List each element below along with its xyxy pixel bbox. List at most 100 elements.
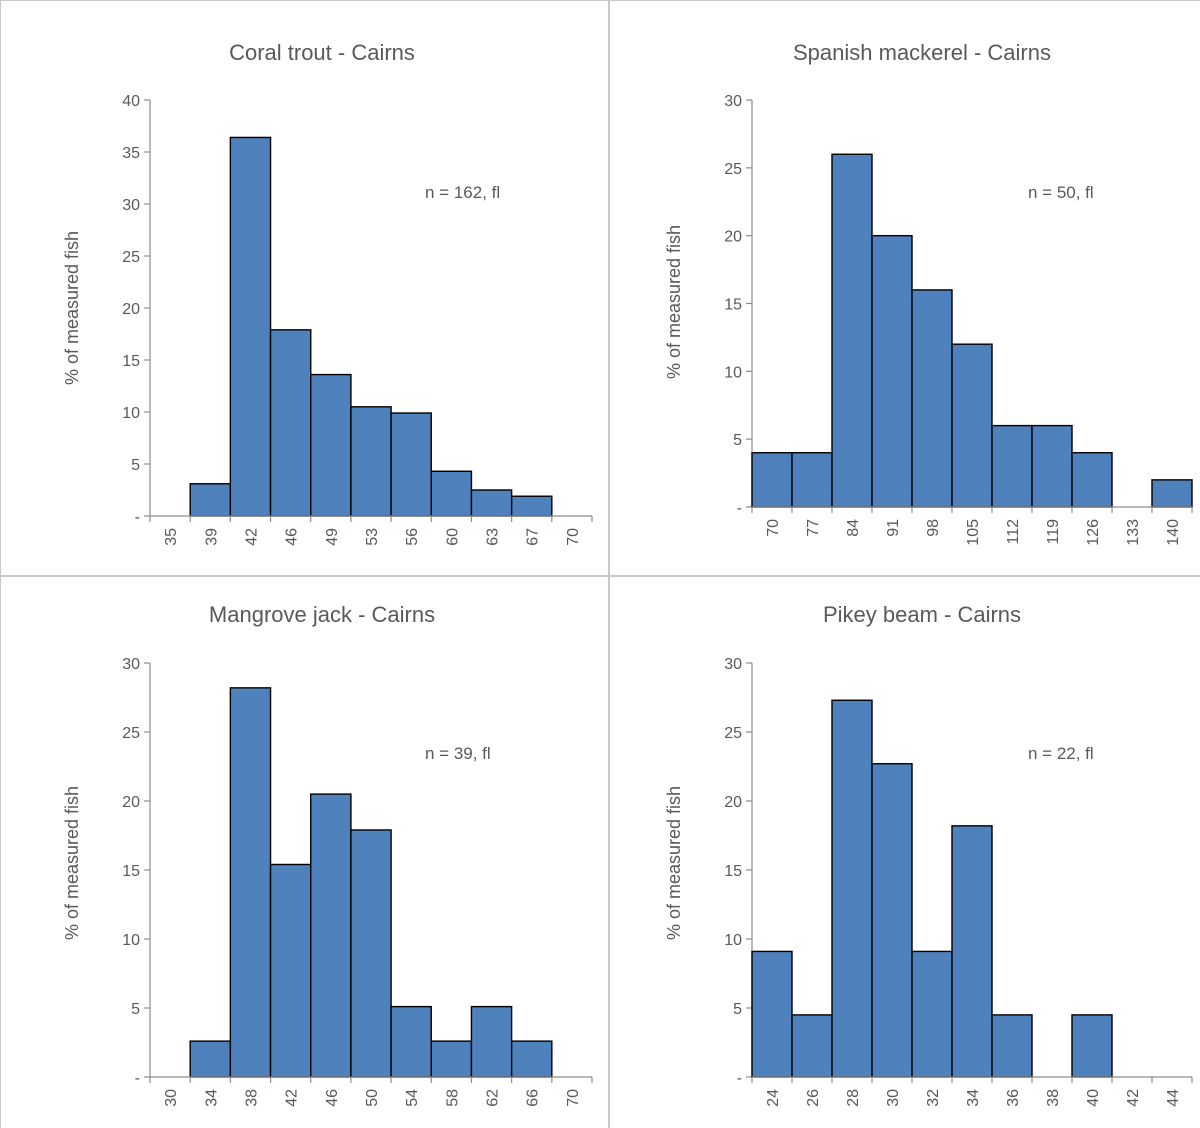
chart-svg: Mangrove jack - Cairns % of measured fis… [62, 602, 593, 1107]
bar-49 [310, 373, 352, 517]
y-tick-label: 25 [724, 725, 742, 742]
y-tick-label: 30 [724, 656, 742, 673]
bar-140 [1151, 479, 1193, 508]
bar-46 [310, 793, 352, 1078]
bar-56 [390, 412, 432, 517]
x-tick-label: 105 [965, 519, 982, 546]
y-tick-label: 30 [724, 93, 742, 110]
x-tick-label: 38 [1045, 1089, 1062, 1107]
y-tick-label: 5 [733, 1001, 742, 1018]
y-tick-label: 10 [122, 405, 140, 422]
y-tick-label: 10 [724, 932, 742, 949]
y-tick-label: 30 [122, 197, 140, 214]
y-tick-label: - [135, 509, 140, 526]
y-tick-label: - [135, 1070, 140, 1087]
x-tick-label: 62 [485, 1089, 502, 1107]
y-axis-ticks: - 5 10 15 20 25 30 [724, 93, 753, 517]
y-tick-label: 20 [122, 794, 140, 811]
chart-title: Spanish mackerel - Cairns [793, 40, 1051, 65]
x-tick-label: 56 [404, 528, 421, 546]
bar-126 [1071, 452, 1113, 508]
x-axis-ticks: 24 26 28 30 32 34 36 38 40 42 44 [751, 1077, 1193, 1107]
bar-62 [470, 1005, 513, 1078]
y-tick-label: 35 [122, 145, 140, 162]
y-tick-label: 15 [122, 863, 140, 880]
y-tick-label: 5 [733, 432, 742, 449]
y-tick-label: 40 [122, 93, 140, 110]
y-tick-label: 25 [724, 161, 742, 178]
x-axis-ticks: 30 34 38 42 46 50 54 58 62 66 70 [149, 1077, 593, 1107]
x-tick-label: 67 [525, 528, 542, 546]
y-tick-label: 15 [122, 353, 140, 370]
x-tick-label: 34 [965, 1089, 982, 1107]
x-tick-label: 63 [485, 528, 502, 546]
y-axis-label: % of measured fish [664, 225, 684, 379]
bar-53 [350, 406, 392, 517]
bar-24 [751, 950, 793, 1078]
x-tick-label: 58 [444, 1089, 461, 1107]
chart-svg: Pikey beam - Cairns % of measured fish n… [664, 602, 1193, 1107]
bar-105 [951, 343, 993, 508]
vertical-divider [608, 0, 610, 1128]
x-axis-ticks: 70 77 84 91 98 105 112 119 126 133 140 [751, 507, 1193, 546]
chart-panel-coral-trout: Coral trout - Cairns % of measured fish … [0, 0, 608, 575]
chart-svg: Coral trout - Cairns % of measured fish … [62, 40, 593, 546]
x-tick-label: 70 [765, 519, 782, 537]
y-tick-label: - [737, 1070, 742, 1087]
y-tick-label: 25 [122, 725, 140, 742]
y-tick-label: 10 [724, 364, 742, 381]
x-tick-label: 54 [404, 1089, 421, 1107]
x-tick-label: 77 [805, 519, 822, 537]
x-tick-label: 42 [284, 1089, 301, 1107]
bar-112 [991, 424, 1033, 508]
chart-panel-pikey-beam: Pikey beam - Cairns % of measured fish n… [610, 577, 1200, 1128]
x-tick-label: 84 [845, 519, 862, 537]
bar-30 [871, 763, 913, 1078]
bar-98 [911, 289, 953, 508]
x-tick-label: 30 [163, 1089, 180, 1107]
bar-38 [229, 687, 272, 1078]
outer-border-top [0, 0, 1200, 1]
x-axis-ticks: 35 39 42 46 49 53 56 60 63 67 70 [149, 516, 593, 546]
bar-119 [1031, 424, 1073, 508]
bar-26 [791, 1014, 833, 1078]
bar-28 [831, 699, 873, 1078]
bar-32 [911, 950, 953, 1078]
x-tick-label: 44 [1165, 1089, 1182, 1107]
chart-title: Pikey beam - Cairns [823, 602, 1021, 627]
x-tick-label: 36 [1005, 1089, 1022, 1107]
sample-size-annotation: n = 162, fl [425, 183, 500, 202]
y-axis-ticks: - 5 10 15 20 25 30 [122, 656, 151, 1087]
y-tick-label: 15 [724, 863, 742, 880]
x-tick-label: 42 [244, 528, 261, 546]
y-tick-label: 20 [724, 794, 742, 811]
x-tick-label: 133 [1125, 519, 1142, 546]
x-tick-label: 40 [1085, 1089, 1102, 1107]
x-tick-label: 34 [203, 1089, 220, 1107]
chart-svg: Spanish mackerel - Cairns % of measured … [664, 40, 1193, 546]
x-tick-label: 70 [565, 1089, 582, 1107]
x-tick-label: 140 [1165, 519, 1182, 546]
y-tick-label: 15 [724, 297, 742, 314]
x-tick-label: 42 [1125, 1089, 1142, 1107]
x-tick-label: 70 [565, 528, 582, 546]
outer-border-left [0, 0, 1, 1128]
y-axis-ticks: - 5 10 15 20 25 30 35 40 [122, 93, 151, 526]
sample-size-annotation: n = 22, fl [1028, 744, 1094, 763]
bar-66 [510, 1040, 553, 1078]
y-tick-label: 30 [122, 656, 140, 673]
x-tick-label: 119 [1045, 519, 1062, 545]
x-tick-label: 46 [324, 1089, 341, 1107]
x-tick-label: 26 [805, 1089, 822, 1107]
chart-panel-mangrove-jack: Mangrove jack - Cairns % of measured fis… [0, 577, 608, 1128]
x-tick-label: 91 [885, 519, 902, 537]
bar-58 [430, 1040, 473, 1078]
chart-title: Mangrove jack - Cairns [209, 602, 435, 627]
x-tick-label: 32 [925, 1089, 942, 1107]
x-tick-label: 28 [845, 1089, 862, 1107]
y-tick-label: - [737, 500, 742, 517]
bar-34 [189, 1040, 232, 1078]
y-axis-label: % of measured fish [62, 231, 82, 385]
bars [751, 153, 1193, 508]
